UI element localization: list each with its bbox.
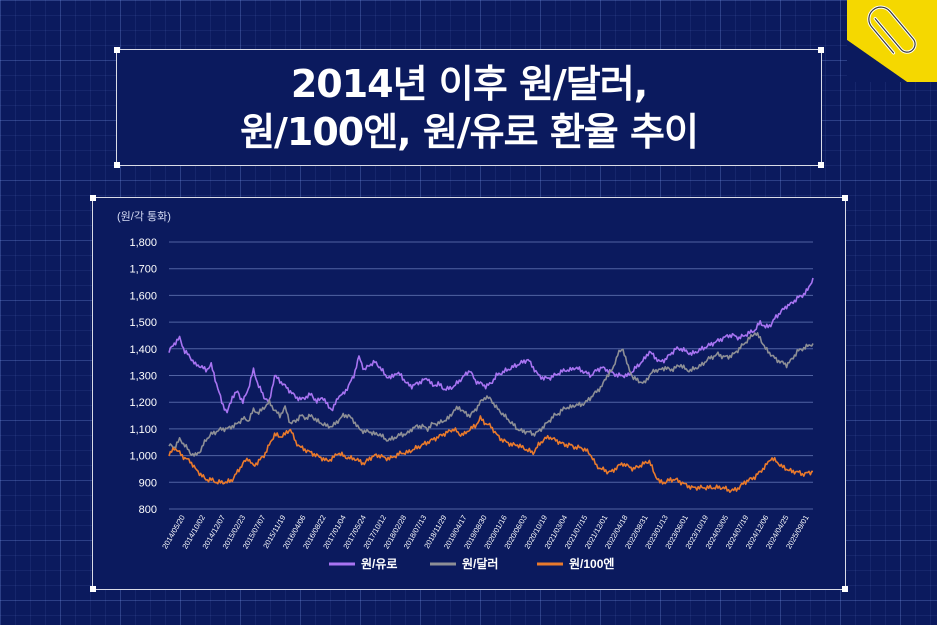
legend-item: 원/100엔 <box>537 556 614 571</box>
frame-corner <box>818 47 824 53</box>
y-tick-label: 900 <box>139 477 157 489</box>
y-tick-label: 1,200 <box>129 397 157 409</box>
y-tick-label: 1,500 <box>129 317 157 329</box>
corner-tag-fold <box>847 40 907 82</box>
legend-item: 원/유로 <box>329 557 397 571</box>
chart-box: (원/각 통화) 1,800 1,700 1,600 1,500 1,400 1,300 1… <box>90 195 848 592</box>
legend-item: 원/달러 <box>430 556 498 571</box>
frame-corner <box>114 162 120 168</box>
page-title-line2: 원/100엔, 원/유로 환율 추이 <box>240 110 699 154</box>
paperclip-icon <box>867 5 917 55</box>
y-tick-label: 1,300 <box>129 371 157 383</box>
y-tick-label: 800 <box>139 504 157 516</box>
y-unit-label: (원/각 통화) <box>117 210 171 223</box>
exchange-rate-chart: (원/각 통화) 1,800 1,700 1,600 1,500 1,400 1,300 1… <box>117 210 814 571</box>
frame-corner <box>90 195 96 201</box>
y-tick-label: 1,000 <box>129 451 157 463</box>
page-title-line1: 2014년 이후 원/달러, <box>290 62 648 106</box>
title-box: 2014년 이후 원/달러, 원/100엔, 원/유로 환율 추이 <box>114 47 824 168</box>
y-tick-label: 1,600 <box>129 290 157 302</box>
y-tick-label: 1,800 <box>129 237 157 249</box>
corner-tag <box>847 0 937 82</box>
y-tick-label: 1,100 <box>129 424 157 436</box>
frame-corner <box>114 47 120 53</box>
y-tick-label: 1,700 <box>129 264 157 276</box>
y-tick-label: 1,400 <box>129 344 157 356</box>
frame-corner <box>818 162 824 168</box>
frame-corner <box>842 195 848 201</box>
frame-corner <box>90 586 96 592</box>
series-line-원/유로 <box>168 277 814 414</box>
frame-corner <box>842 586 848 592</box>
legend-label: 원/유로 <box>361 557 397 571</box>
legend-label: 원/달러 <box>462 556 498 571</box>
legend-label: 원/100엔 <box>569 556 614 571</box>
series-line-원/달러 <box>168 332 814 457</box>
series-line-원/100엔 <box>168 415 814 494</box>
